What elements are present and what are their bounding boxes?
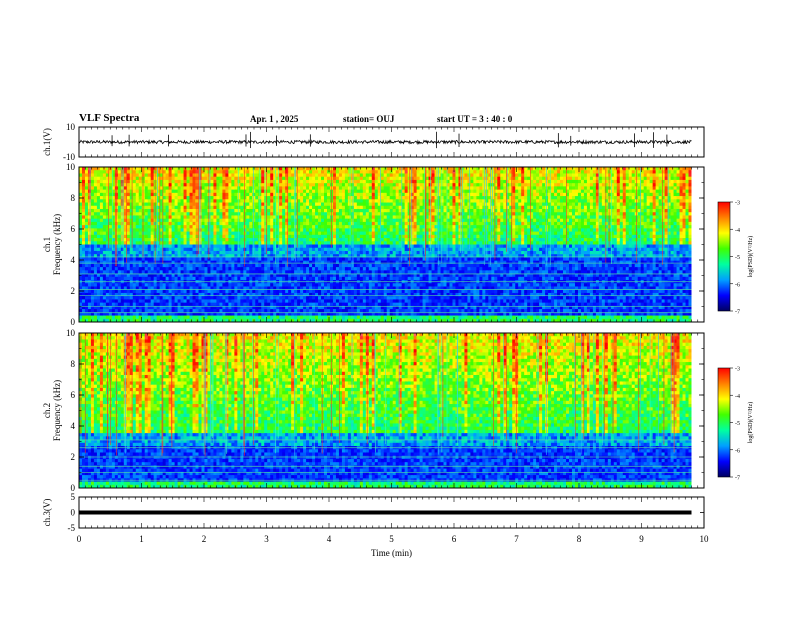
spectrogram-image <box>79 167 692 323</box>
y-axis-label: ch.1(V) <box>42 128 52 156</box>
figure-title: VLF Spectra <box>79 112 139 124</box>
date-label: Apr. 1 , 2025 <box>250 114 298 124</box>
y-tick-label: -10 <box>63 152 75 162</box>
start-time-label: start UT = 3 : 40 : 0 <box>437 114 512 124</box>
ch1-waveform <box>79 140 692 143</box>
y-tick-label: 10 <box>66 122 76 132</box>
station-label: station= OUJ <box>343 114 394 124</box>
